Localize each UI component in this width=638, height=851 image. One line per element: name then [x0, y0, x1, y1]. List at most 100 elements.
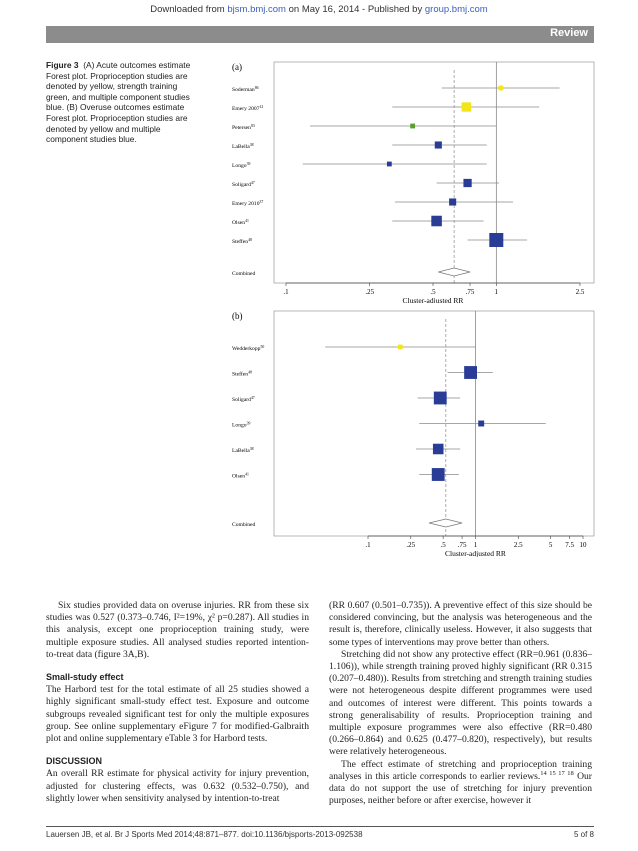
- effect-marker: [464, 366, 478, 379]
- x-tick-label: .1: [365, 541, 371, 549]
- study-label: Longo39: [232, 422, 251, 429]
- study-label: Petersen83: [232, 124, 255, 131]
- x-axis-label: Cluster-adjusted RR: [445, 549, 506, 557]
- study-name: LaBella: [232, 144, 250, 150]
- study-name: LaBella: [232, 448, 250, 454]
- body-column-right: (RR 0.607 (0.501–0.735)). A preventive e…: [329, 600, 592, 807]
- x-tick-label: .5: [430, 288, 436, 296]
- study-name: Wedderkopp: [232, 346, 261, 352]
- study-label: Soligard47: [232, 396, 255, 403]
- footer-rule: [46, 826, 594, 827]
- x-tick-label: 2.5: [514, 541, 523, 549]
- x-tick-label: .75: [466, 288, 475, 296]
- figure-label: Figure 3: [46, 60, 79, 70]
- combined-label: Combined: [232, 522, 256, 528]
- panel-label: (b): [232, 311, 243, 321]
- study-name: Olsen: [232, 220, 245, 226]
- body-column-left: Six studies provided data on overuse inj…: [46, 600, 309, 805]
- effect-marker: [478, 420, 485, 427]
- combined-diamond: [429, 518, 463, 528]
- x-tick-label: .1: [283, 288, 289, 296]
- effect-marker: [434, 141, 442, 149]
- effect-marker: [431, 215, 442, 227]
- study-label: Olsen41: [232, 473, 249, 480]
- study-name: Soderman: [232, 87, 255, 93]
- study-label: Emery 200712: [232, 105, 263, 112]
- effect-marker: [449, 198, 457, 206]
- effect-marker: [431, 468, 445, 481]
- combined-label: Combined: [232, 271, 256, 277]
- group-bmj-link[interactable]: group.bmj.com: [424, 4, 488, 15]
- effect-marker: [498, 85, 504, 91]
- paragraph: (RR 0.607 (0.501–0.735)). A preventive e…: [329, 600, 592, 648]
- x-tick-label: 1: [474, 541, 478, 549]
- study-ref: 38: [250, 447, 254, 451]
- paragraph: The effect estimate of stretching and pr…: [329, 758, 592, 807]
- study-name: Steffen: [232, 238, 248, 245]
- forest-plot-a: (a) Soderman86 Emery 200712 Petersen83 LaBel…: [232, 61, 595, 303]
- study-name: Olsen: [232, 474, 245, 480]
- effect-marker: [397, 344, 403, 350]
- study-label: Steffen48: [232, 371, 252, 378]
- x-tick-label: .25: [406, 541, 415, 549]
- x-tick-label: .25: [365, 288, 374, 296]
- bjsm-link[interactable]: bjsm.bmj.com: [227, 4, 286, 15]
- paragraph: The Harbord test for the total estimate …: [46, 684, 309, 745]
- study-label: Longo39: [232, 162, 251, 169]
- study-ref: 48: [248, 371, 252, 375]
- footer-citation: Lauersen JB, et al. Br J Sports Med 2014…: [46, 830, 363, 839]
- effect-marker: [461, 102, 472, 112]
- study-label: Soderman86: [232, 86, 259, 93]
- x-tick-label: .5: [441, 541, 447, 549]
- reference-superscript[interactable]: 14 15 17 18: [540, 769, 574, 777]
- paragraph: Six studies provided data on overuse inj…: [46, 600, 309, 660]
- panel-label: (a): [232, 62, 242, 72]
- study-label: Wedderkopp50: [232, 345, 264, 352]
- effect-marker: [386, 161, 392, 167]
- x-tick-label: 7.5: [565, 541, 574, 549]
- x-tick-label: 1: [495, 288, 499, 296]
- study-name: Emery 2010: [232, 201, 260, 207]
- paragraph: An overall RR estimate for physical acti…: [46, 768, 309, 804]
- x-tick-label: 10: [580, 541, 588, 549]
- forest-plot-b: (b)Wedderkopp50Steffen48Soligard47Longo3…: [232, 310, 595, 557]
- study-label: LaBella38: [232, 143, 254, 150]
- figure-caption: Figure 3 (A) Acute outcomes estimate For…: [46, 60, 196, 145]
- study-label: LaBella38: [232, 447, 254, 454]
- study-label: Olsen41: [232, 219, 249, 226]
- effect-marker: [463, 178, 472, 188]
- study-ref: 37: [260, 200, 264, 204]
- study-label: Steffen48: [232, 238, 252, 245]
- study-ref: 12: [260, 105, 264, 109]
- study-ref: 48: [248, 238, 252, 242]
- study-ref: 38: [250, 143, 254, 147]
- section-heading: DISCUSSION: [46, 756, 103, 767]
- study-ref: 39: [247, 422, 251, 426]
- study-name: Soligard: [232, 397, 251, 403]
- section-banner: Review: [46, 26, 594, 43]
- section-heading: Small-study effect: [46, 672, 124, 683]
- download-notice: Downloaded from bjsm.bmj.com on May 16, …: [150, 4, 488, 15]
- plot-frame: [273, 61, 595, 284]
- study-ref: 47: [251, 396, 255, 400]
- study-label: Soligard47: [232, 181, 255, 188]
- study-ref: 39: [247, 162, 251, 166]
- effect-marker: [410, 123, 416, 129]
- section-label: Review: [550, 27, 588, 39]
- paragraph: Stretching did not show any protective e…: [329, 648, 592, 758]
- study-label: Emery 201037: [232, 200, 263, 207]
- combined-diamond: [438, 267, 471, 277]
- figure-caption-text: (A) Acute outcomes estimate Forest plot.…: [46, 60, 191, 145]
- study-name: Steffen: [232, 371, 248, 378]
- x-axis-label: Cluster-adjusted RR: [403, 296, 464, 303]
- study-name: Longo: [232, 423, 247, 429]
- study-name: Longo: [232, 163, 247, 169]
- x-tick-label: .75: [458, 541, 467, 549]
- study-name: Petersen: [232, 125, 251, 131]
- effect-marker: [433, 391, 447, 405]
- study-ref: 41: [245, 219, 249, 223]
- study-ref: 86: [255, 86, 259, 90]
- effect-marker: [489, 233, 504, 247]
- study-ref: 50: [260, 345, 264, 349]
- page-number: 5 of 8: [573, 830, 594, 839]
